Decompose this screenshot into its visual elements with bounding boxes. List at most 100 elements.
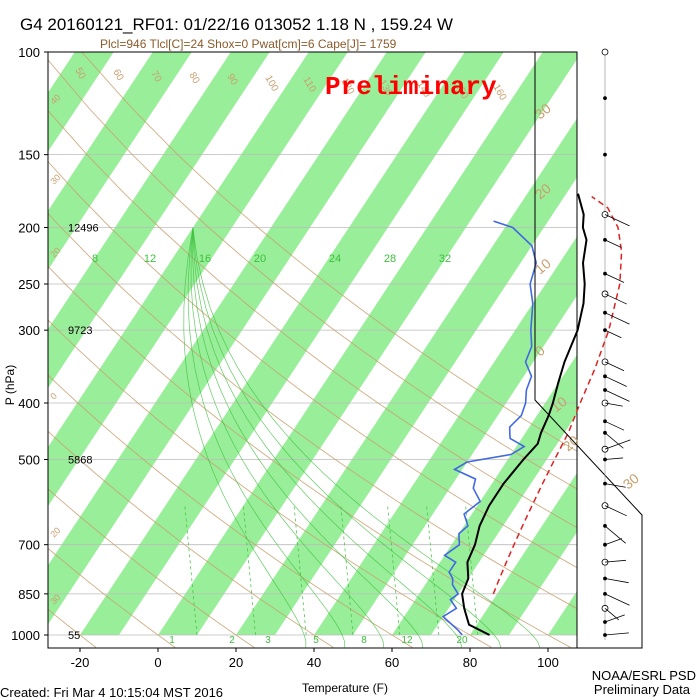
- chart-title: G4 20160121_RF01: 01/22/16 013052 1.18 N…: [20, 15, 453, 34]
- moist-adiabat: [192, 227, 502, 648]
- wind-barb: [604, 614, 625, 623]
- isotherm-band: [470, 472, 577, 635]
- mixing-ratio-line: [387, 505, 401, 636]
- adiabat-label: 30: [620, 470, 642, 492]
- height-label: 9723: [68, 325, 92, 337]
- wind-barb: [604, 505, 627, 517]
- moist-adiabat: [192, 227, 463, 648]
- dewpoint-line: [441, 220, 538, 636]
- wind-barb: [604, 525, 626, 544]
- isotherm-label: 70: [148, 69, 163, 85]
- mixing-ratio-line: [340, 505, 354, 636]
- x-tick-label: 20: [229, 655, 243, 670]
- x-tick-label: 0: [154, 655, 161, 670]
- isotherm-band: [48, 52, 192, 270]
- adiabat-label: 20: [560, 432, 582, 454]
- mixing-ratio-label: 8: [92, 253, 98, 265]
- y-tick-label: 1000: [11, 628, 40, 643]
- wind-panel-border: [534, 52, 643, 649]
- y-tick-label: 200: [18, 221, 40, 236]
- dry-adiabat: [48, 430, 334, 648]
- mixing-ratio-label: 3: [265, 635, 271, 646]
- wind-barb: [604, 361, 625, 372]
- adiabat-label: 20: [48, 525, 62, 539]
- mixing-ratio-line: [184, 505, 198, 636]
- wind-barb: [604, 420, 625, 431]
- wind-barb: [604, 559, 626, 563]
- isotherm-band: [48, 52, 426, 625]
- dry-adiabat: [48, 488, 255, 648]
- isotherm-band: [314, 236, 577, 635]
- mixing-ratio-label: 2: [229, 635, 235, 646]
- dry-adiabat: [0, 52, 17, 647]
- dry-adiabat: [48, 160, 577, 569]
- wind-barb: [604, 273, 625, 283]
- isotherm-band: [48, 52, 114, 152]
- mixing-ratio-label: 12: [144, 253, 156, 265]
- mixing-ratio-label: 8: [361, 635, 367, 646]
- wind-barb-station: [601, 48, 609, 56]
- chart-text: G4 20160121_RF01: 01/22/16 013052 1.18 N…: [0, 15, 696, 700]
- isotherm-band: [626, 0, 700, 635]
- credit-line-1: NOAA/ESRL PSD: [592, 668, 696, 683]
- mixing-ratio-line: [243, 505, 256, 636]
- plot-background: [0, 0, 700, 648]
- mixing-ratio-label: 24: [329, 253, 341, 265]
- plot-frame: [47, 51, 578, 649]
- adiabat-label: 0: [48, 391, 59, 402]
- dry-adiabat: [48, 59, 577, 490]
- dry-adiabat: [81, 52, 577, 452]
- x-tick-label: 40: [307, 655, 321, 670]
- isotherm-band: [548, 591, 577, 635]
- wind-barb: [604, 329, 622, 339]
- wind-barb: [604, 439, 631, 450]
- dry-adiabat: [48, 109, 577, 529]
- created-timestamp: Created: Fri Mar 4 10:15:04 MST 2016: [0, 685, 223, 700]
- wind-barb: [604, 214, 630, 227]
- wind-barb: [604, 593, 630, 606]
- y-tick-label: 150: [18, 148, 40, 163]
- x-axis-label: Temperature (F): [302, 681, 388, 695]
- temperature-line: [461, 193, 588, 636]
- mixing-ratio-label: 20: [254, 253, 266, 265]
- y-tick-label: 850: [18, 587, 40, 602]
- y-tick-label: 400: [18, 396, 40, 411]
- y-tick-label: 700: [18, 538, 40, 553]
- dry-adiabat: [48, 547, 176, 648]
- y-tick-label: 300: [18, 323, 40, 338]
- mixing-ratio-line: [293, 505, 307, 636]
- y-tick-label: 500: [18, 452, 40, 467]
- isotherm-label: 80: [186, 71, 201, 87]
- mixing-ratio-line: [465, 505, 479, 636]
- y-tick-label: 250: [18, 277, 40, 292]
- height-label: 12496: [68, 223, 99, 235]
- isotherm-band: [80, 52, 504, 635]
- wind-barb: [604, 239, 622, 248]
- chart-marks: [441, 48, 643, 649]
- moist-adiabat: [192, 227, 541, 648]
- y-axis-label: P (hPa): [3, 365, 17, 405]
- x-tick-label: 100: [537, 655, 559, 670]
- isotherm-band: [236, 118, 577, 635]
- isotherm-label: 60: [110, 68, 125, 84]
- isotherm-band: [158, 52, 577, 635]
- mixing-ratio-label: 20: [456, 635, 468, 646]
- height-label: 55: [68, 630, 80, 642]
- x-tick-label: -20: [71, 655, 90, 670]
- wind-barb: [604, 402, 623, 407]
- isotherm-band: [48, 52, 348, 507]
- mixing-ratio-label: 32: [439, 253, 451, 265]
- wind-barb: [604, 293, 627, 305]
- wind-barb-station: [603, 152, 607, 157]
- isotherm-band: [48, 52, 270, 389]
- dry-adiabat: [48, 212, 577, 610]
- wind-barb: [604, 483, 626, 488]
- credit-line-2: Preliminary Data: [594, 682, 691, 697]
- x-tick-label: 80: [463, 655, 477, 670]
- preliminary-watermark: Preliminary: [325, 72, 497, 102]
- isotherm-label: 50: [72, 66, 87, 82]
- wind-barb: [604, 312, 630, 325]
- isotherm-label: 100: [262, 74, 280, 94]
